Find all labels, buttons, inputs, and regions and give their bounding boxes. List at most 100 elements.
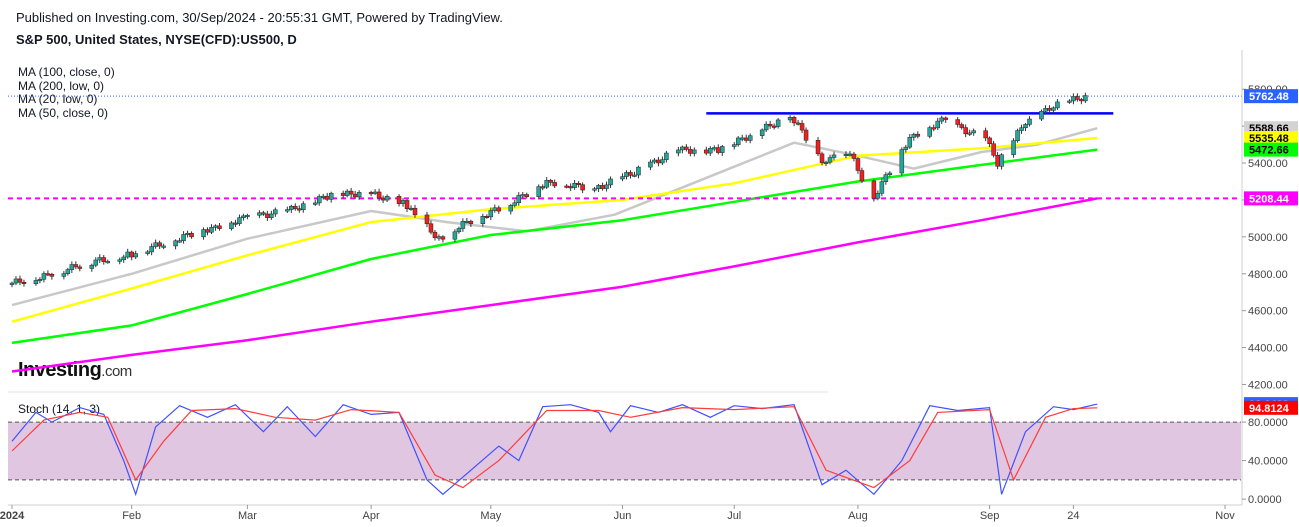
candle-body — [316, 196, 322, 204]
candle-body — [372, 191, 378, 194]
candle-body — [436, 236, 442, 239]
candle-body — [1067, 100, 1072, 103]
candle-body — [368, 192, 374, 195]
candle-body — [1083, 95, 1088, 102]
candle-body — [33, 280, 39, 284]
candle-body — [508, 205, 514, 212]
stoch-k-line — [11, 403, 1098, 497]
published-caption: Published on Investing.com, 30/Sep/2024 … — [16, 10, 503, 25]
candle-body — [632, 174, 637, 177]
candle-body — [21, 282, 27, 285]
candle-body — [803, 129, 809, 141]
candle-body — [105, 261, 111, 264]
candle-body — [380, 197, 386, 201]
candle-body — [763, 123, 769, 131]
candle-body — [516, 195, 522, 204]
candle-body — [468, 220, 474, 224]
candle-body — [859, 170, 865, 182]
candle-body — [624, 172, 629, 177]
candle-body — [580, 184, 585, 191]
candle-body — [464, 220, 470, 223]
stoch-y-tick-label: 0.0000 — [1248, 494, 1282, 506]
x-tick-label: Nov — [1215, 510, 1235, 522]
candle-body — [676, 149, 681, 154]
price-tag: 5535.48 — [1244, 131, 1298, 146]
candle-body — [983, 130, 988, 139]
candle-body — [600, 185, 605, 189]
y-tick-label: 4800.00 — [1248, 269, 1288, 281]
candle-body — [356, 192, 362, 198]
candle-body — [1019, 127, 1024, 131]
candle-body — [775, 119, 781, 127]
symbol-title: S&P 500, United States, NYSE(CFD):US500,… — [16, 32, 297, 47]
candle-body — [815, 140, 821, 155]
candle-body — [991, 143, 996, 156]
candle-body — [157, 242, 162, 247]
candle-body — [97, 257, 103, 261]
price-tag-bg — [1244, 400, 1298, 415]
candle-body — [344, 190, 350, 196]
candle-body — [456, 228, 462, 233]
candle-body — [261, 212, 266, 215]
candle-body — [320, 195, 326, 198]
candle-body — [720, 146, 725, 153]
candle-body — [173, 240, 178, 247]
candle-body — [735, 137, 741, 145]
candle-body — [1055, 101, 1060, 109]
candle-body — [269, 213, 274, 218]
candle-body — [819, 153, 825, 163]
candle-body — [213, 225, 218, 228]
candle-body — [205, 229, 210, 233]
candle-body — [903, 146, 909, 150]
y-tick-label: 5000.00 — [1248, 232, 1288, 244]
candle-body — [967, 132, 972, 135]
candle-body — [61, 273, 67, 277]
candle-body — [999, 154, 1004, 167]
candle-body — [73, 264, 79, 268]
candle-body — [340, 192, 346, 196]
candle-body — [285, 209, 290, 212]
candle-body — [656, 159, 661, 164]
candle-body — [452, 231, 458, 240]
candle-body — [791, 117, 797, 124]
candle-body — [875, 192, 881, 199]
candle-body — [1047, 108, 1052, 111]
ma-line — [11, 136, 1098, 323]
candle-body — [233, 222, 238, 225]
candle-body — [1015, 130, 1020, 141]
candle-body — [568, 186, 573, 189]
axes: 5800.005600.005400.005200.005000.004800.… — [0, 50, 1298, 522]
candle-body — [241, 215, 246, 218]
candle-body — [939, 117, 944, 122]
candle-body — [899, 149, 905, 174]
x-tick-label: Feb — [122, 510, 141, 522]
candle-body — [93, 259, 99, 266]
candle-body — [851, 153, 857, 159]
candle-body — [496, 207, 502, 212]
candle-body — [49, 274, 55, 277]
candle-body — [771, 125, 777, 128]
ma-line — [11, 126, 1098, 307]
candle-body — [352, 193, 358, 198]
candle-body — [1051, 107, 1056, 111]
candle-body — [604, 184, 609, 189]
logo-brand: Investing — [18, 359, 102, 381]
candle-body — [628, 172, 633, 176]
x-tick-label: 2024 — [0, 510, 25, 522]
candle-body — [823, 161, 829, 164]
candle-body — [708, 148, 713, 154]
candle-body — [189, 232, 194, 238]
candle-body — [608, 178, 613, 186]
candle-body — [883, 174, 889, 182]
price-tag: 5208.44 — [1244, 191, 1298, 206]
candle-body — [648, 161, 653, 168]
candle-body — [1023, 124, 1028, 129]
candle-body — [704, 149, 709, 154]
x-tick-label: 24 — [1067, 510, 1079, 522]
candle-body — [348, 190, 354, 195]
candle-body — [428, 223, 434, 233]
price-tag: 94.8124 — [1244, 400, 1298, 415]
candle-body — [237, 217, 242, 224]
candle-body — [424, 214, 430, 225]
